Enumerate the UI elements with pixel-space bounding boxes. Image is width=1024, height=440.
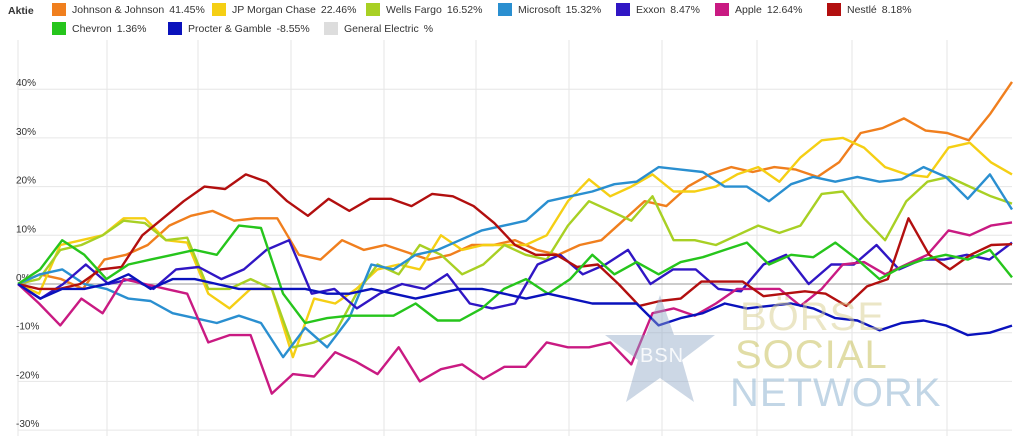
legend-item-wells-fargo[interactable]: Wells Fargo 16.52% (366, 3, 482, 16)
legend-swatch (212, 3, 226, 16)
legend-value: 1.36% (116, 22, 147, 35)
legend-value: 16.52% (446, 3, 483, 16)
y-tick-label: 30% (16, 127, 36, 138)
legend-item-exxon[interactable]: Exxon 8.47% (616, 3, 700, 16)
watermark-line-2: SOCIAL (735, 333, 888, 377)
legend-item-johnson-johnson[interactable]: Johnson & Johnson 41.45% (52, 3, 205, 16)
y-tick-label: 0% (16, 273, 31, 284)
legend-label: Microsoft (518, 3, 561, 16)
y-tick-label: 40% (16, 78, 36, 89)
y-tick-label: 20% (16, 176, 36, 187)
legend-label: Apple (735, 3, 762, 16)
y-tick-label: 10% (16, 224, 36, 235)
series-line-apple (17, 221, 1013, 395)
legend-label: Nestlé (847, 3, 877, 16)
y-tick-label: -30% (16, 419, 39, 430)
watermark-line-1: BÖRSE (740, 295, 885, 339)
series-line-chevron (17, 224, 1013, 325)
y-tick-label: -10% (16, 322, 39, 333)
legend-value: -8.55% (276, 22, 310, 35)
legend-label: Wells Fargo (386, 3, 442, 16)
legend-item-jp-morgan-chase[interactable]: JP Morgan Chase 22.46% (212, 3, 356, 16)
legend-swatch (715, 3, 729, 16)
legend-label: General Electric (344, 22, 419, 35)
chart-legend: Aktie Johnson & Johnson 41.45% JP Morgan… (0, 0, 1024, 40)
legend-item-chevron[interactable]: Chevron 1.36% (52, 22, 146, 35)
series-line-nestl (17, 173, 1013, 308)
legend-item-microsoft[interactable]: Microsoft 15.32% (498, 3, 601, 16)
legend-swatch (827, 3, 841, 16)
legend-swatch (616, 3, 630, 16)
watermark-logo: BSN BÖRSE SOCIAL NETWORK (605, 295, 941, 415)
legend-value: 41.45% (169, 3, 205, 16)
legend-item-nestle[interactable]: Nestlé 8.18% (827, 3, 912, 16)
legend-label: Johnson & Johnson (72, 3, 165, 16)
star-icon (605, 295, 715, 402)
y-tick-label: -20% (16, 370, 39, 381)
legend-value: 12.64% (766, 3, 803, 16)
y-axis-ticks: -30% -20% -10% 0% 10% 20% 30% 40% (16, 78, 39, 430)
legend-swatch (168, 22, 182, 35)
legend-swatch (52, 3, 66, 16)
watermark-line-3: NETWORK (730, 371, 941, 415)
series-line-johnson-johnson (17, 81, 1013, 291)
legend-value: 8.18% (881, 3, 912, 16)
series-line-procter-gamble (17, 273, 1013, 337)
series-line-microsoft (17, 165, 1014, 359)
legend-value: % (423, 22, 434, 35)
legend-swatch (324, 22, 338, 35)
legend-item-general-electric[interactable]: General Electric % (324, 22, 433, 35)
legend-item-apple[interactable]: Apple 12.64% (715, 3, 802, 16)
legend-swatch (498, 3, 512, 16)
legend-value: 8.47% (670, 3, 700, 16)
legend-label: Exxon (636, 3, 666, 16)
legend-swatch (366, 3, 380, 16)
legend-item-procter-gamble[interactable]: Procter & Gamble -8.55% (168, 22, 310, 35)
legend-value: 22.46% (320, 3, 357, 16)
watermark-badge: BSN (640, 345, 684, 367)
series-line-wells-fargo (17, 175, 1013, 349)
series-lines (17, 81, 1014, 395)
legend-title: Aktie (8, 5, 34, 17)
legend-label: Procter & Gamble (188, 22, 272, 35)
legend-label: Chevron (72, 22, 112, 35)
legend-value: 15.32% (565, 3, 602, 16)
legend-label: JP Morgan Chase (232, 3, 316, 16)
legend-swatch (52, 22, 66, 35)
